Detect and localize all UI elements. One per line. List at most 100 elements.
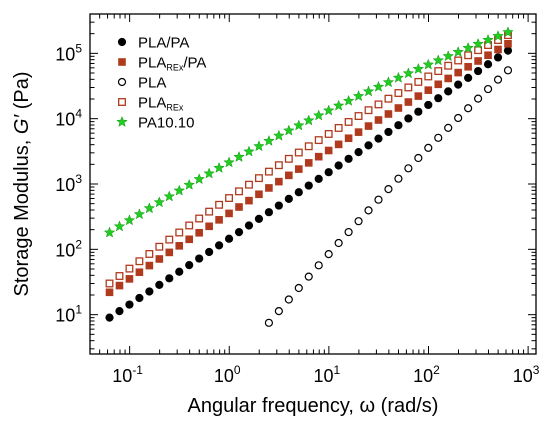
data-point [474,46,483,55]
data-point [394,104,403,112]
x-tick-label: 103 [513,363,540,386]
data-point [384,110,393,118]
y-tick-label: 104 [55,107,82,130]
data-point [245,180,253,189]
data-point [105,288,114,297]
data-point [195,214,204,223]
data-point [394,174,403,183]
data-point [354,217,363,226]
data-point [155,280,164,289]
data-points-layer [103,26,514,327]
legend-label-main: PLA [138,75,166,92]
data-point [364,141,373,150]
legend-marker [118,58,126,66]
x-tick-label: 102 [413,363,440,386]
y-axis-title-symbol: G′ [11,114,33,135]
data-point [135,268,144,277]
legend-label: PLAREx [138,95,184,113]
data-point [185,261,194,270]
data-point [444,61,453,70]
data-point [322,104,335,116]
data-point [424,72,433,81]
data-point [342,94,355,106]
data-point [464,51,473,60]
data-point [265,184,273,192]
legend-label: PLA [138,75,166,92]
data-point [434,80,443,89]
data-point [115,281,124,290]
data-point [452,45,464,58]
data-point [255,190,263,199]
data-point [414,92,423,100]
data-point [135,257,144,266]
data-point [214,241,224,250]
x-tick-label: 10-1 [112,363,143,386]
data-point [125,275,134,283]
data-point [414,107,423,116]
data-point [424,143,433,152]
data-point [354,112,363,120]
data-point [314,174,323,183]
legend-item: PLAREx/PA [118,55,206,73]
data-point [143,202,156,214]
x-tick-label-exp: 1 [334,363,341,377]
data-point [314,136,323,145]
data-point [205,247,214,257]
data-point [424,100,433,110]
data-point [193,173,205,185]
x-tick-label-base: 10 [513,366,533,386]
data-point [404,83,413,92]
data-point [135,293,144,303]
data-point [302,114,315,126]
y-tick-label-base: 10 [55,110,75,130]
y-tick-label-exp: 1 [75,303,82,317]
data-point [414,77,423,86]
data-point [384,94,393,103]
series-pla-rex [105,31,512,288]
data-point [243,145,255,157]
data-point [165,248,174,257]
data-point [273,129,285,141]
data-point [382,76,395,88]
legend-label-tail: /PA [183,55,206,72]
data-point [324,168,333,177]
data-point [444,123,453,132]
data-point [454,68,462,77]
y-axis-title-unit: (Pa) [11,72,33,115]
data-point [115,272,124,280]
data-point [205,222,213,231]
data-point [133,208,146,220]
x-tick-label-base: 10 [413,366,433,386]
data-point [285,171,293,180]
data-point [294,165,303,173]
y-tick-label: 102 [55,237,82,260]
x-tick-label: 101 [314,363,341,386]
data-point [334,123,343,132]
data-point [502,26,514,38]
data-point [344,154,353,163]
data-point [464,62,472,71]
data-point [372,80,385,92]
data-point [392,71,405,83]
data-point [103,226,116,238]
data-point [404,98,413,106]
data-point [314,261,323,270]
data-point [173,184,186,196]
x-tick-label-exp: -1 [132,363,143,377]
data-point [264,208,274,217]
data-point [115,307,124,316]
data-point [203,167,215,179]
y-tick-label-base: 10 [55,240,75,260]
data-point [284,154,293,163]
data-point [414,153,423,163]
legend-label-main: PA10.10 [138,115,194,132]
data-point [213,161,225,173]
data-point [125,300,134,309]
data-point [183,178,196,190]
data-point [374,134,383,143]
data-point [223,156,235,168]
data-point [493,53,503,62]
data-point [205,207,214,216]
